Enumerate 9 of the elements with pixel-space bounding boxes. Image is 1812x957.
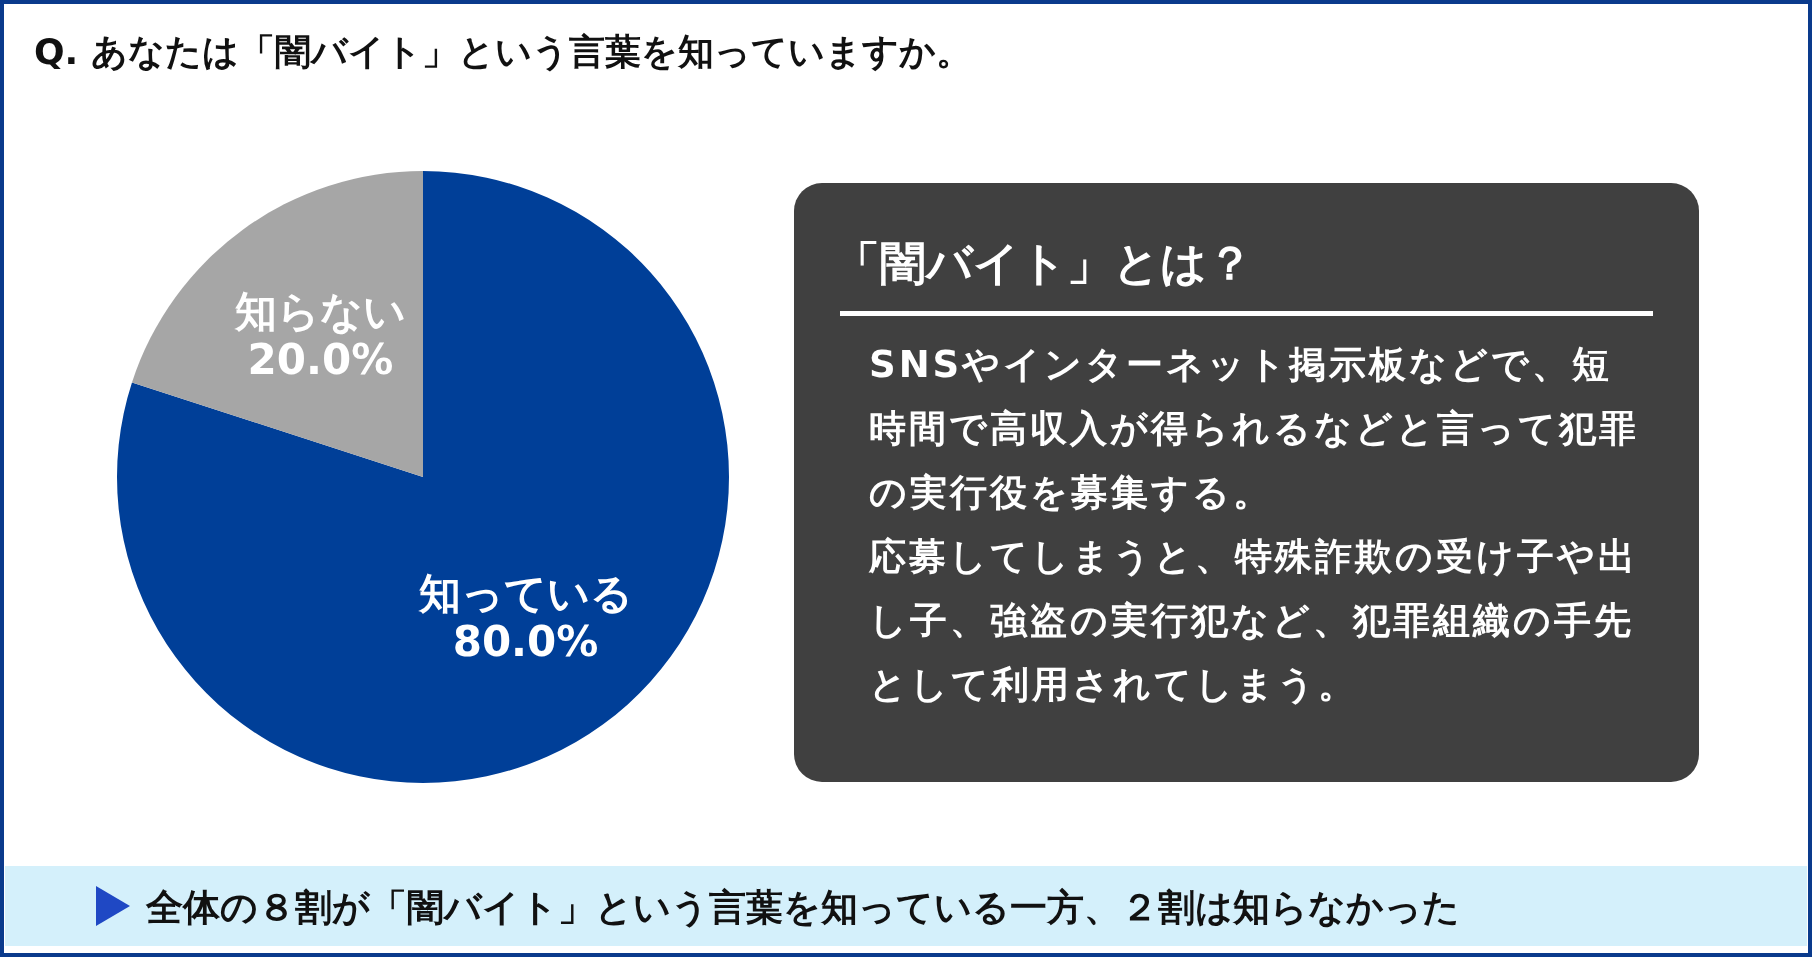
- text: SNSやインターネット掲示板などで、短時間で高収入が得られるなどと言って犯罪の実行役を募集する。: [869, 342, 1640, 516]
- slice-label: 知っている: [418, 569, 633, 619]
- text: 全体の８割が「闇バイト」という言葉を知っている一方、２割は知らなかった: [146, 885, 1460, 931]
- data-label: 20.0%: [247, 334, 394, 384]
- slice-label: 知らない: [234, 286, 406, 336]
- text: 「闇バイト」とは？: [834, 235, 1253, 292]
- text: 応募してしまうと、特殊詐欺の受け子や出し子、強盗の実行犯など、犯罪組織の手先として利用されてしまう。: [869, 534, 1639, 708]
- chart-title: Q. あなたは「闇バイト」という言葉を知っていますか。: [34, 30, 972, 74]
- data-label: 80.0%: [452, 617, 599, 667]
